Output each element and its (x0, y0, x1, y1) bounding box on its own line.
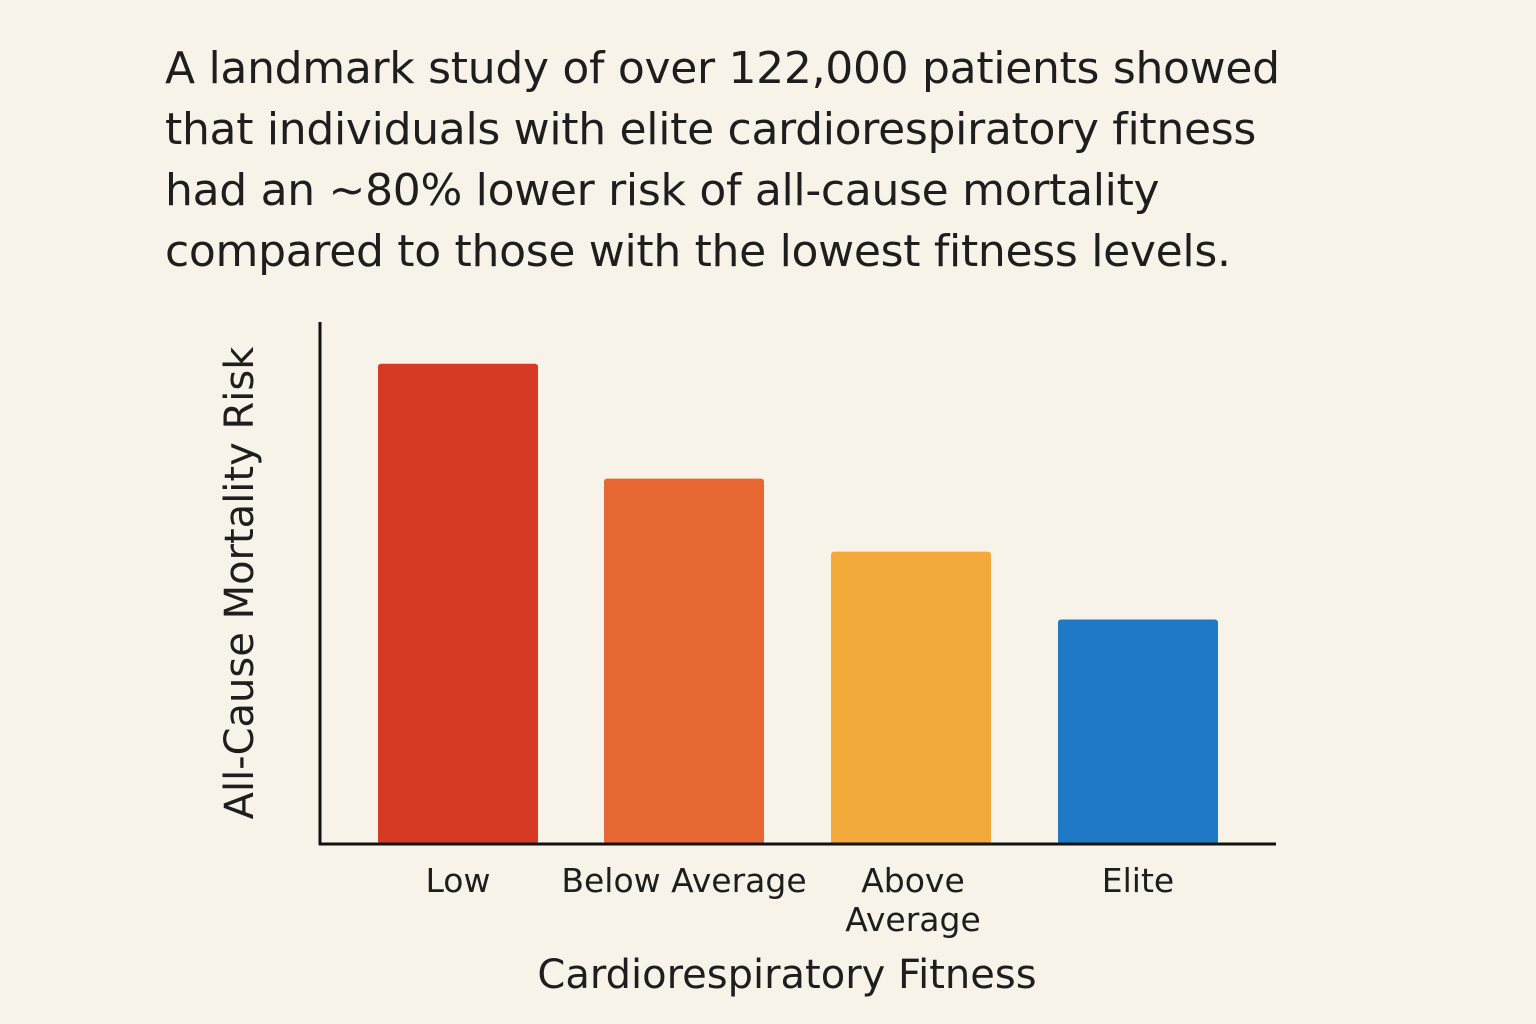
headline-line-4: compared to those with the lowest fitnes… (165, 226, 1231, 277)
headline-line-1: A landmark study of over 122,000 patient… (165, 43, 1280, 94)
x-tick-label-line: Low (426, 861, 491, 900)
headline: A landmark study of over 122,000 patient… (165, 38, 1415, 282)
bar-low (378, 363, 538, 844)
bars-group (378, 363, 1218, 844)
x-tick-label-line: Average (845, 900, 981, 939)
bar-elite (1058, 619, 1218, 844)
x-tick-label-line: Above (861, 861, 965, 900)
x-tick-label-line: Below Average (561, 861, 806, 900)
x-tick-label: Elite (1102, 861, 1174, 900)
x-tick-labels: Low Below Average Above Average Elite (426, 861, 1175, 939)
x-tick-label: Low (426, 861, 491, 900)
x-axis-title: Cardiorespiratory Fitness (537, 952, 1036, 998)
headline-line-2: that individuals with elite cardiorespir… (165, 104, 1256, 155)
y-axis-title: All-Cause Mortality Risk (217, 346, 263, 820)
x-tick-label: Below Average (561, 861, 806, 900)
x-tick-label: Above Average (845, 861, 981, 939)
x-tick-label-line: Elite (1102, 861, 1174, 900)
bar-above-average (831, 551, 991, 844)
bar-below-average (604, 478, 764, 844)
headline-line-3: had an ~80% lower risk of all-cause mort… (165, 165, 1160, 216)
